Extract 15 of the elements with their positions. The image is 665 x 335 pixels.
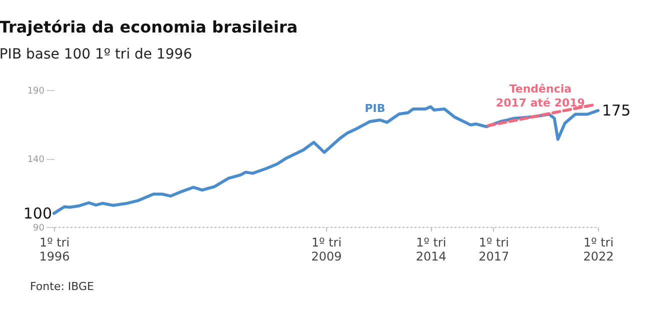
x-tick-label: 1º tri 2014 [416, 236, 446, 264]
series-label: Tendência 2017 até 2019 [496, 82, 585, 110]
annotation: 175 [602, 102, 631, 120]
x-tick-label: 1º tri 2022 [583, 236, 614, 264]
annotation: 100 [23, 204, 52, 222]
line-series [52, 105, 600, 215]
y-tick-label: 140 [27, 155, 45, 165]
x-tick-label: 1º tri 2017 [478, 236, 510, 264]
x-tick-label: 1º tri 1996 [39, 236, 70, 264]
x-tick-label: 1º tri 2009 [311, 236, 342, 264]
series-label: PIB [364, 102, 386, 115]
y-tick-label: 190 [27, 86, 45, 96]
source-note: Fonte: IBGE [30, 280, 94, 293]
y-tick-label: 90 [33, 224, 45, 234]
chart-subtitle: PIB base 100 1º tri de 1996 [0, 46, 192, 62]
